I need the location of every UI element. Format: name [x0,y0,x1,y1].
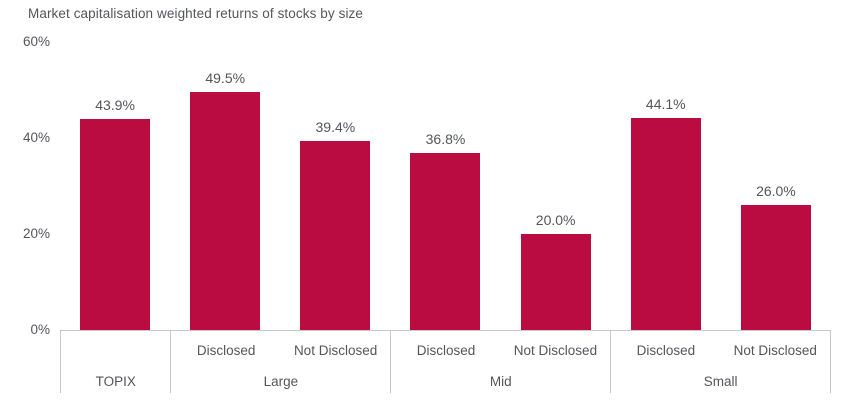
bar [190,92,261,330]
plot-group: 49.5% 39.4% [170,42,390,330]
bar-slot: 49.5% [170,42,280,330]
bar-slot: 43.9% [60,42,170,330]
y-tick-label: 0% [30,322,50,337]
x-group: Disclosed Not Disclosed Large [170,331,390,393]
bar [300,140,371,330]
bar-value-label: 39.4% [315,118,356,135]
bar-value-label: 26.0% [756,183,796,200]
bar-slot: 20.0% [501,42,611,330]
x-sublabel: Not Disclosed [733,342,817,358]
x-sublabel-row [61,331,170,369]
x-sublabel-row: Disclosed Not Disclosed [391,331,610,369]
x-group: Disclosed Not Disclosed Mid [390,331,610,393]
x-group-label: Large [263,373,299,389]
bar-slot: 26.0% [721,42,831,330]
plot-group: 43.9% [60,42,170,330]
plot-group: 36.8% 20.0% [390,42,610,330]
x-group: Disclosed Not Disclosed Small [610,331,831,393]
x-sublabel: Not Disclosed [513,342,598,358]
x-axis-table: TOPIX Disclosed Not Disclosed Large Disclose… [60,330,831,393]
x-group: TOPIX [60,331,170,393]
bar-slot: 44.1% [611,42,721,330]
y-tick-label: 60% [22,34,50,49]
bar-value-label: 43.9% [95,97,135,114]
x-sublabel: Disclosed [196,342,256,358]
chart-title: Market capitalisation weighted returns o… [28,6,363,21]
x-group-label: TOPIX [95,373,136,389]
bar-slot: 36.8% [390,42,500,330]
bar-slot: 39.4% [280,42,390,330]
x-sublabel-row: Disclosed Not Disclosed [611,331,830,369]
plot-area: 43.9% 49.5% 39.4% 36.8% 20.0% 44.1% 26.0% [60,42,831,330]
x-group-label: Small [703,373,738,389]
x-group-label: Mid [489,373,512,389]
x-sublabel: Disclosed [416,342,476,358]
bar-value-label: 36.8% [425,131,466,148]
bar-value-label: 20.0% [535,212,576,228]
y-tick-label: 40% [22,130,50,145]
bar [630,118,701,330]
chart-area: 43.9% 49.5% 39.4% 36.8% 20.0% 44.1% 26.0% TOPI… [60,42,831,393]
bar-value-label: 49.5% [205,70,246,87]
bar [410,153,481,330]
bar [80,119,151,330]
bar [740,205,811,330]
bar-value-label: 44.1% [645,96,686,113]
x-sublabel: Disclosed [636,342,696,358]
y-tick-label: 20% [22,226,50,241]
plot-group: 44.1% 26.0% [611,42,831,330]
bar [520,234,591,330]
x-sublabel: Not Disclosed [293,342,378,358]
x-sublabel-row: Disclosed Not Disclosed [171,331,390,369]
